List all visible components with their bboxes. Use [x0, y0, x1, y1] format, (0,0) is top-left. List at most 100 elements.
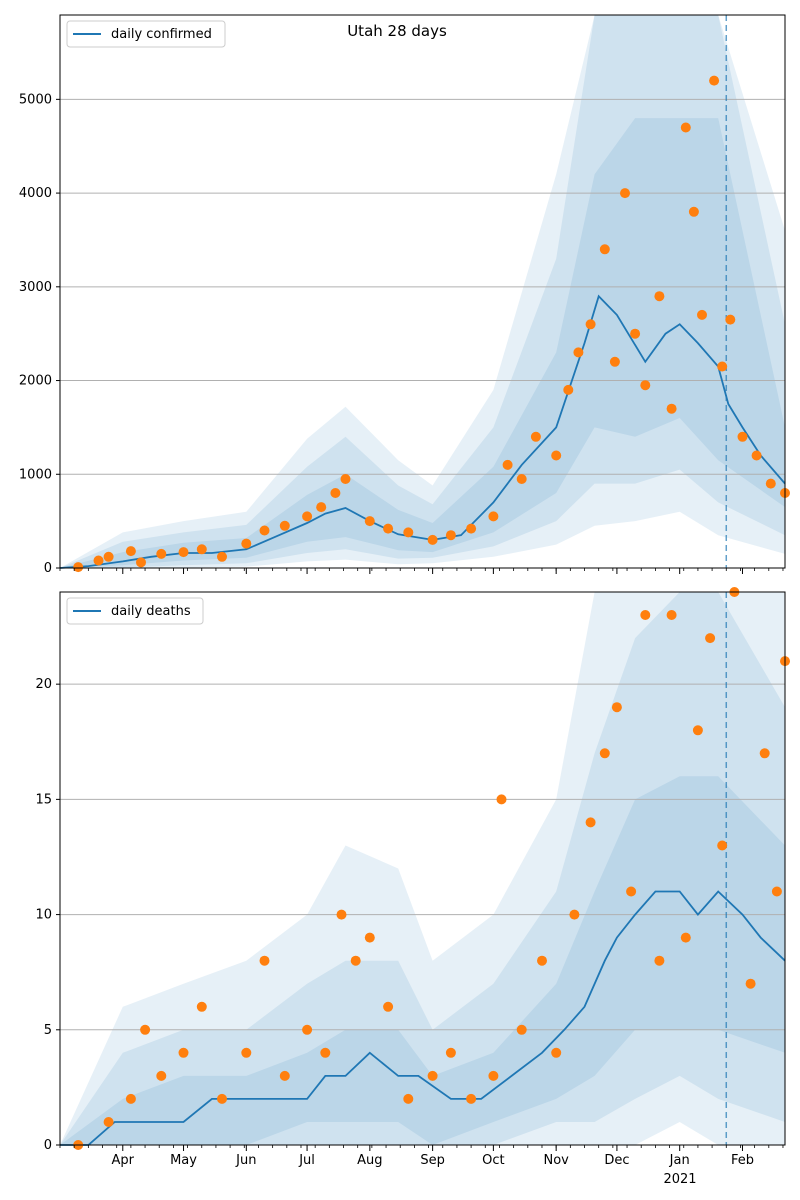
xtick-label-oct: Oct [482, 1153, 504, 1168]
confirmed-point [196, 544, 207, 555]
deaths-point [383, 1001, 394, 1012]
confirmed-point [563, 384, 574, 395]
confirmed-x-ticks [59, 568, 784, 574]
confirmed-ytick-label: 2000 [19, 374, 52, 389]
confirmed-ytick-label: 0 [44, 561, 52, 576]
deaths-point [445, 1047, 456, 1058]
confirmed-point [279, 520, 290, 531]
deaths-band-2 [60, 592, 785, 1145]
confirmed-point [316, 502, 327, 513]
deaths-point [585, 817, 596, 828]
deaths-confidence-bands [60, 592, 785, 1145]
deaths-point [551, 1047, 562, 1058]
xtick-label-sep: Sep [420, 1153, 445, 1168]
confirmed-point [620, 188, 630, 199]
deaths-point [626, 886, 637, 897]
confirmed-point [466, 523, 477, 534]
deaths-point [364, 932, 375, 943]
confirmed-point [383, 523, 394, 534]
confirmed-series [59, 75, 790, 573]
confirmed-point [259, 525, 270, 536]
confirmed-point [73, 562, 84, 573]
confirmed-point [640, 380, 651, 391]
confirmed-band-2 [60, 15, 785, 568]
deaths-point [217, 1093, 227, 1104]
xtick-label-dec: Dec [604, 1153, 629, 1168]
deaths-band-1 [60, 592, 785, 1145]
deaths-band-0 [60, 776, 785, 1145]
deaths-ytick-label: 15 [35, 792, 52, 807]
deaths-point [771, 886, 782, 897]
deaths-point [692, 725, 703, 736]
confirmed-point [709, 75, 720, 86]
confirmed-confidence-bands [60, 15, 785, 568]
deaths-point [302, 1024, 313, 1035]
deaths-point [125, 1093, 136, 1104]
confirmed-point [609, 356, 620, 367]
deaths-ytick-label: 5 [44, 1023, 52, 1038]
confirmed-point [136, 557, 146, 568]
confirmed-panel: 0 1000 2000 3000 4000 5000 Utah 28 days daily… [19, 14, 790, 576]
confirmed-legend-label: daily confirmed [111, 27, 212, 42]
deaths-point [745, 978, 756, 989]
confirmed-point [530, 431, 541, 442]
deaths-point [156, 1070, 167, 1081]
deaths-point [320, 1047, 331, 1058]
confirmed-ytick-label: 1000 [19, 467, 52, 482]
deaths-point [569, 909, 580, 920]
confirmed-plot-area [60, 15, 785, 568]
deaths-legend-label: daily deaths [111, 604, 191, 619]
confirmed-point [737, 431, 748, 442]
confirmed-point [427, 534, 438, 545]
confirmed-point [680, 122, 691, 133]
confirmed-point [502, 459, 513, 470]
confirmed-point [302, 511, 313, 522]
deaths-point [680, 932, 691, 943]
confirmed-point [516, 474, 527, 484]
deaths-line [60, 890, 786, 1146]
confirmed-point [751, 450, 762, 461]
deaths-point [488, 1070, 499, 1081]
x-year-label: 2021 [663, 1172, 696, 1187]
deaths-point [259, 955, 270, 966]
deaths-point [336, 909, 347, 920]
deaths-point [103, 1117, 114, 1127]
deaths-point [496, 794, 507, 805]
confirmed-point [488, 511, 499, 522]
confirmed-point [103, 551, 114, 562]
confirmed-point [403, 527, 414, 538]
deaths-y-ticks: 0 5 10 15 20 [35, 677, 60, 1153]
xtick-label-feb: Feb [731, 1153, 754, 1168]
xtick-label-aug: Aug [357, 1153, 382, 1168]
deaths-point [196, 1001, 207, 1012]
confirmed-point [585, 319, 596, 330]
confirmed-point [666, 403, 677, 414]
confirmed-point [340, 474, 351, 484]
confirmed-band-1 [60, 15, 785, 568]
xtick-label-jan: Jan [669, 1153, 690, 1168]
deaths-point [537, 955, 547, 966]
deaths-axes-border [59, 591, 786, 1146]
confirmed-point [445, 530, 456, 541]
xtick-label-nov: Nov [543, 1153, 569, 1168]
deaths-point [705, 633, 716, 644]
deaths-point [241, 1047, 252, 1058]
deaths-x-ticks: Apr May Jun Jul Aug Sep Oct Nov Dec Jan Feb [59, 1145, 784, 1168]
confirmed-ytick-label: 3000 [19, 280, 52, 295]
deaths-point [403, 1093, 414, 1104]
deaths-point [717, 840, 728, 851]
deaths-series [60, 587, 790, 1150]
confirmed-point [125, 546, 136, 557]
confirmed-line [59, 294, 786, 569]
deaths-ytick-label: 10 [35, 908, 52, 923]
deaths-point [611, 702, 622, 713]
deaths-point [666, 610, 677, 620]
xtick-label-jun: Jun [235, 1153, 256, 1168]
deaths-point [350, 955, 361, 966]
deaths-point [759, 748, 770, 759]
confirmed-point [330, 488, 341, 498]
confirmed-point [178, 547, 189, 558]
deaths-point [640, 610, 651, 620]
deaths-legend-box [66, 597, 204, 625]
deaths-point [279, 1070, 290, 1081]
